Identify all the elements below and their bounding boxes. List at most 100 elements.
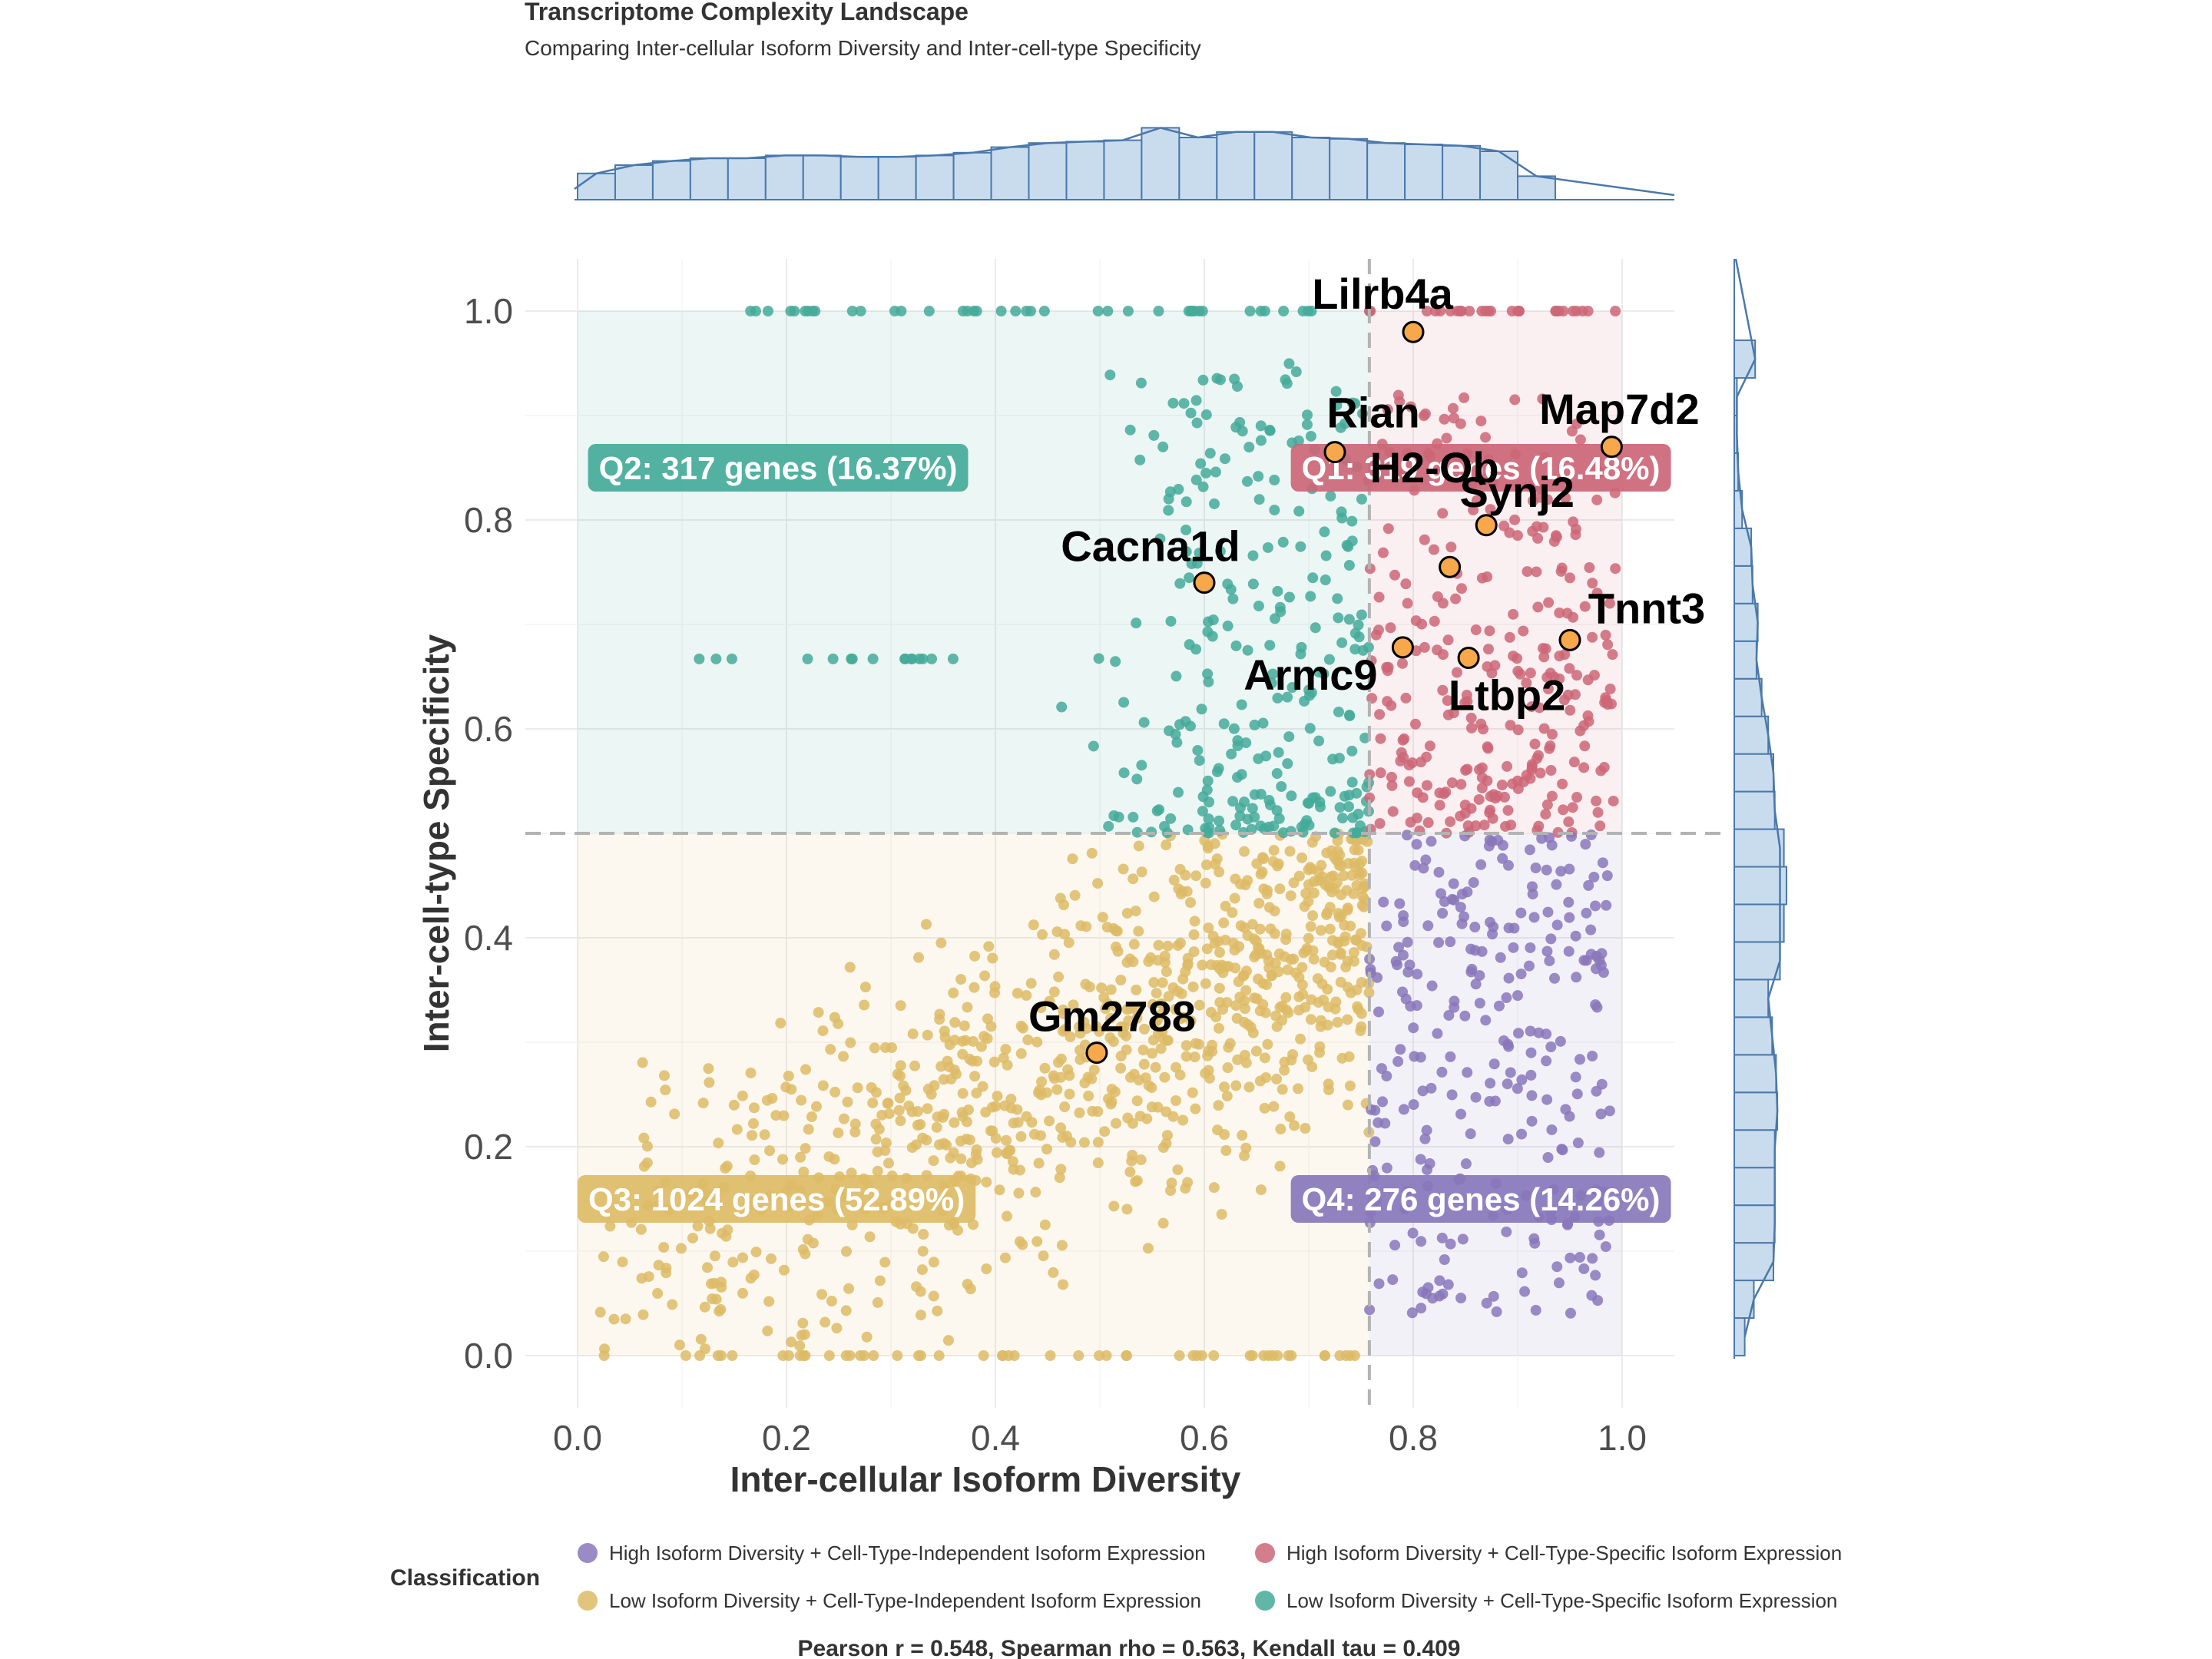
data-point: [1600, 1241, 1611, 1253]
y-marginal-histogram: [1734, 258, 1787, 1359]
data-point: [979, 1031, 990, 1042]
data-point: [1262, 1038, 1273, 1050]
legend-marker: [1255, 1543, 1275, 1563]
data-point: [1333, 753, 1345, 764]
data-point: [726, 653, 737, 664]
data-point: [1286, 790, 1297, 802]
data-point: [1161, 966, 1172, 978]
data-point: [1396, 657, 1408, 669]
data-point: [1209, 498, 1220, 509]
data-point: [1173, 786, 1184, 798]
data-point: [1276, 781, 1287, 793]
data-point: [830, 1086, 841, 1098]
data-point: [1375, 767, 1386, 779]
data-point: [1157, 441, 1169, 452]
data-point: [778, 1110, 790, 1121]
data-point: [1505, 1067, 1516, 1078]
quadrant-label-box: [1290, 444, 1671, 492]
histogram-bar: [764, 154, 804, 200]
data-point: [1433, 937, 1445, 949]
data-point: [1247, 803, 1258, 814]
data-point: [1112, 945, 1124, 957]
data-point: [1372, 972, 1383, 983]
data-point: [1600, 629, 1611, 641]
data-point: [1443, 1009, 1455, 1021]
data-point: [1604, 1105, 1615, 1117]
data-point: [1419, 641, 1430, 653]
data-point: [1118, 767, 1130, 779]
data-point: [1242, 813, 1253, 825]
data-point: [1392, 959, 1403, 971]
histogram-bar: [1734, 1054, 1777, 1094]
data-point: [1267, 668, 1279, 680]
data-point: [1186, 558, 1197, 570]
data-point: [907, 1028, 919, 1040]
data-point: [1271, 1073, 1283, 1084]
data-point: [1538, 651, 1550, 663]
data-point: [1331, 877, 1343, 889]
data-point: [1582, 306, 1594, 316]
data-point: [777, 1154, 789, 1165]
data-point: [882, 1157, 894, 1169]
data-point: [1136, 866, 1147, 878]
data-point: [825, 1044, 836, 1055]
data-point: [1234, 802, 1246, 813]
data-point: [1518, 625, 1529, 637]
data-point: [1218, 718, 1230, 730]
data-point: [1455, 810, 1466, 822]
data-point: [1196, 704, 1207, 715]
y-tick-label: 0.2: [464, 1127, 513, 1167]
data-point: [1303, 864, 1314, 876]
data-point: [1131, 826, 1143, 838]
data-point: [1464, 306, 1475, 316]
data-point: [1163, 505, 1174, 516]
data-point: [1442, 634, 1454, 646]
data-point: [816, 1289, 828, 1300]
data-point: [1480, 306, 1492, 316]
data-point: [1001, 1210, 1012, 1222]
data-point: [764, 1145, 776, 1157]
data-point: [1101, 922, 1113, 933]
data-point: [1418, 863, 1429, 874]
data-point: [1364, 1304, 1376, 1316]
data-point: [1437, 684, 1449, 696]
data-point: [1359, 732, 1371, 743]
data-point: [1524, 844, 1535, 856]
data-point: [1338, 870, 1349, 882]
data-point: [1441, 432, 1452, 444]
data-point: [762, 1325, 773, 1336]
histogram-bar: [1734, 715, 1770, 755]
data-point: [1314, 801, 1326, 813]
histogram-bar: [1734, 339, 1757, 379]
data-point: [1300, 945, 1312, 956]
data-point: [895, 1000, 906, 1012]
data-point: [1314, 1047, 1326, 1058]
data-point: [1259, 823, 1270, 835]
histogram-bar: [802, 154, 842, 200]
data-point: [979, 970, 991, 982]
data-point: [1575, 434, 1586, 445]
data-point: [845, 1037, 856, 1048]
data-point: [1269, 505, 1280, 516]
data-point: [1143, 955, 1154, 967]
data-point: [1269, 906, 1280, 917]
data-point: [949, 1017, 961, 1028]
data-point: [1418, 410, 1429, 422]
data-point: [1230, 820, 1242, 831]
data-point: [1224, 1038, 1236, 1049]
data-point: [917, 1246, 929, 1257]
quadrant-label-box: [588, 444, 969, 492]
data-point: [1128, 873, 1139, 885]
data-point: [1282, 758, 1293, 770]
data-point: [1131, 1012, 1143, 1024]
data-point: [1356, 1021, 1367, 1032]
data-point: [1375, 733, 1386, 744]
data-point: [1277, 1084, 1288, 1095]
data-point: [1515, 907, 1527, 919]
data-point: [1557, 778, 1568, 790]
data-point: [1242, 1018, 1253, 1030]
data-point: [1602, 699, 1614, 710]
data-point: [1404, 959, 1416, 971]
threshold-lines: [525, 259, 1727, 1408]
data-point: [594, 1306, 606, 1318]
